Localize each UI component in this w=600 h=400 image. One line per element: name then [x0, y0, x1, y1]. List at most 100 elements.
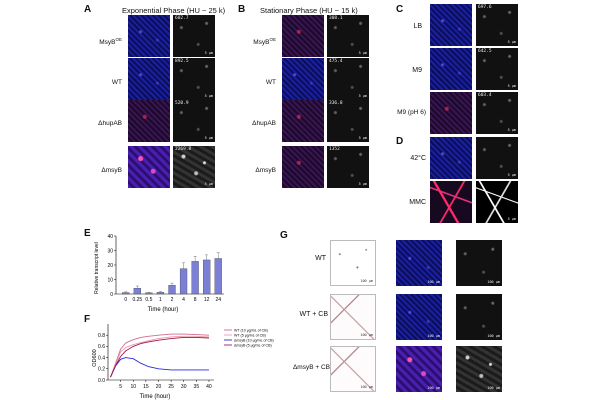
- panel-b-micrograph-gray-3: 1352 5 μm: [327, 146, 369, 188]
- panel-g-row-label-1: WT + CB: [299, 311, 328, 318]
- panel-d-row-label-0: 42°C: [410, 155, 426, 162]
- panel-f-legend-label: WT (5 μg/mL of CB): [234, 333, 266, 337]
- panel-e-xtick-label: 0: [124, 297, 127, 303]
- panel-a-row-label-2: ΔhupAB: [98, 120, 122, 127]
- panel-letter-d: D: [396, 136, 404, 147]
- panel-f-legend-label: ΔmsyB (10 μg/mL of CB): [234, 338, 274, 342]
- panel-g-merge-1: 100 μm: [396, 294, 442, 340]
- panel-b-micrograph-gray-0: 308.1 5 μm: [327, 15, 369, 57]
- panel-e-bar: [191, 261, 199, 295]
- panel-b-row-label-1: WT: [265, 79, 276, 86]
- panel-f-series-line: [110, 335, 210, 378]
- panel-a-micrograph-gray-3: 2269.8 5 μm: [173, 146, 215, 188]
- panel-g-row-label-2: ΔmsyB + CB: [292, 364, 330, 371]
- panel-f-legend-label: WT (10 μg/mL of CB): [234, 328, 268, 332]
- panel-e-bar: [122, 292, 130, 295]
- panel-f-ytick-label: 0.0: [98, 378, 105, 384]
- panel-d-micrograph-gray-0: 5 μm: [476, 137, 518, 179]
- panel-d-micrograph-gray-1: 5 μm: [476, 181, 518, 223]
- panel-c-micrograph-merge-0: [430, 4, 472, 46]
- panel-e-bar: [156, 292, 165, 295]
- panel-c-row-label-2: M9 (pH 6): [397, 109, 426, 116]
- panel-a-micrograph-merge-2: [128, 100, 170, 142]
- panel-b-micrograph-merge-3: [282, 146, 324, 188]
- panel-e-bar: [203, 259, 211, 295]
- panel-a-micrograph-gray-2: 520.9 5 μm: [173, 100, 215, 142]
- panel-letter-c: C: [396, 4, 404, 15]
- panel-f-xtick-label: 35: [194, 384, 200, 390]
- panel-a-micrograph-gray-0: 602.7 5 μm: [173, 15, 215, 57]
- panel-e-bar: [214, 258, 222, 295]
- panel-e-xtick-label: 24: [215, 297, 221, 303]
- panel-g-brightfield-2: 100 μm: [330, 346, 376, 392]
- panel-f-series-line: [110, 336, 210, 378]
- panel-e-bar: [133, 288, 141, 295]
- panel-letter-e: E: [84, 228, 91, 239]
- panel-e-xlabel: Time (hour): [148, 307, 179, 313]
- panel-f-xtick-label: 30: [181, 384, 187, 390]
- panel-e-xtick-label: 2: [171, 297, 174, 303]
- panel-e-ytick-label: 20: [107, 263, 113, 269]
- panel-f-ytick-label: 0.6: [98, 344, 105, 350]
- panel-e-ytick-label: 10: [107, 277, 113, 283]
- panel-g-gray-2: 100 μm: [456, 346, 502, 392]
- panel-g-brightfield-0: 100 μm: [330, 240, 376, 286]
- panel-g-row-label-0: WT: [315, 255, 326, 262]
- panel-c-micrograph-gray-0: 697.6 5 μm: [476, 4, 518, 46]
- panel-g-brightfield-1: 100 μm: [330, 294, 376, 340]
- panel-a-micrograph-gray-1: 892.5 5 μm: [173, 58, 215, 100]
- panel-e-xtick-label: 8: [194, 297, 197, 303]
- panel-letter-b: B: [238, 4, 246, 15]
- panel-letter-f: F: [84, 314, 91, 325]
- panel-a-title: Exponential Phase (HU ~ 25 k): [122, 6, 226, 15]
- panel-f-xtick-label: 15: [143, 384, 149, 390]
- panel-a-micrograph-merge-0: [128, 15, 170, 57]
- panel-c-micrograph-merge-2: [430, 92, 472, 134]
- panel-f-xtick-label: 25: [168, 384, 174, 390]
- panel-b-row-label-0: MsyBOE: [253, 37, 276, 47]
- panel-c-row-label-1: M9: [412, 67, 422, 74]
- panel-a-row-label-3: ΔmsyB: [101, 167, 122, 174]
- panel-g-merge-0: 100 μm: [396, 240, 442, 286]
- panel-e-ytick-label: 0: [110, 292, 113, 298]
- panel-a-micrograph-merge-1: [128, 58, 170, 100]
- panel-g-gray-0: 100 μm: [456, 240, 502, 286]
- panel-d-micrograph-merge-0: [430, 137, 472, 179]
- panel-e-bar: [145, 292, 153, 295]
- panel-e-ylabel: Relative transcript level: [94, 242, 100, 294]
- panel-d-row-label-1: MMC: [409, 199, 426, 206]
- panel-f-ytick-label: 0.4: [98, 355, 105, 361]
- panel-f-lines: [110, 333, 210, 378]
- panel-b-row-label-2: ΔhupAB: [252, 120, 276, 127]
- panel-e-xtick-label: 0.25: [132, 297, 142, 303]
- panel-f-axes: 0.0 0.2 0.4 0.6 0.8 5 10 15 20 25 30 35 40: [98, 324, 214, 390]
- panel-b-micrograph-merge-1: [282, 58, 324, 100]
- panel-b-row-label-3: ΔmsyB: [255, 167, 276, 174]
- panel-f-xtick-label: 20: [156, 384, 162, 390]
- panel-b-micrograph-gray-2: 336.8 5 μm: [327, 100, 369, 142]
- panel-c-micrograph-merge-1: [430, 48, 472, 90]
- panel-f-xtick-label: 10: [130, 384, 136, 390]
- panel-a-row-label-0: MsyBOE: [99, 37, 122, 47]
- panel-d-micrograph-merge-1: [430, 181, 472, 223]
- panel-e-xtick-label: 0.5: [145, 297, 152, 303]
- panel-f-xtick-label: 40: [206, 384, 212, 390]
- panel-g-gray-1: 100 μm: [456, 294, 502, 340]
- panel-e-xtick-label: 1: [159, 297, 162, 303]
- panel-f-legend-label: ΔmsyB (5 μg/mL of CB): [234, 343, 272, 347]
- panel-f-line-chart: 0.0 0.2 0.4 0.6 0.8 5 10 15 20 25 30 35 40 WT (10 μg…: [92, 324, 274, 400]
- panel-c-micrograph-gray-1: 642.5 5 μm: [476, 48, 518, 90]
- panel-f-ytick-label: 0.2: [98, 367, 105, 373]
- panel-a-micrograph-merge-3: [128, 146, 170, 188]
- panel-b-micrograph-merge-0: [282, 15, 324, 57]
- panel-e-bar: [179, 268, 188, 295]
- panel-e-bars: [122, 252, 222, 295]
- panel-f-series-line: [110, 357, 209, 378]
- panel-f-xlabel: Time (hour): [140, 394, 171, 400]
- panel-f-series-line: [110, 333, 210, 378]
- panel-e-ytick-label: 40: [107, 234, 113, 240]
- panel-letter-g: G: [280, 230, 288, 241]
- panel-e-bar: [168, 285, 176, 295]
- panel-f-xtick-label: 5: [119, 384, 122, 390]
